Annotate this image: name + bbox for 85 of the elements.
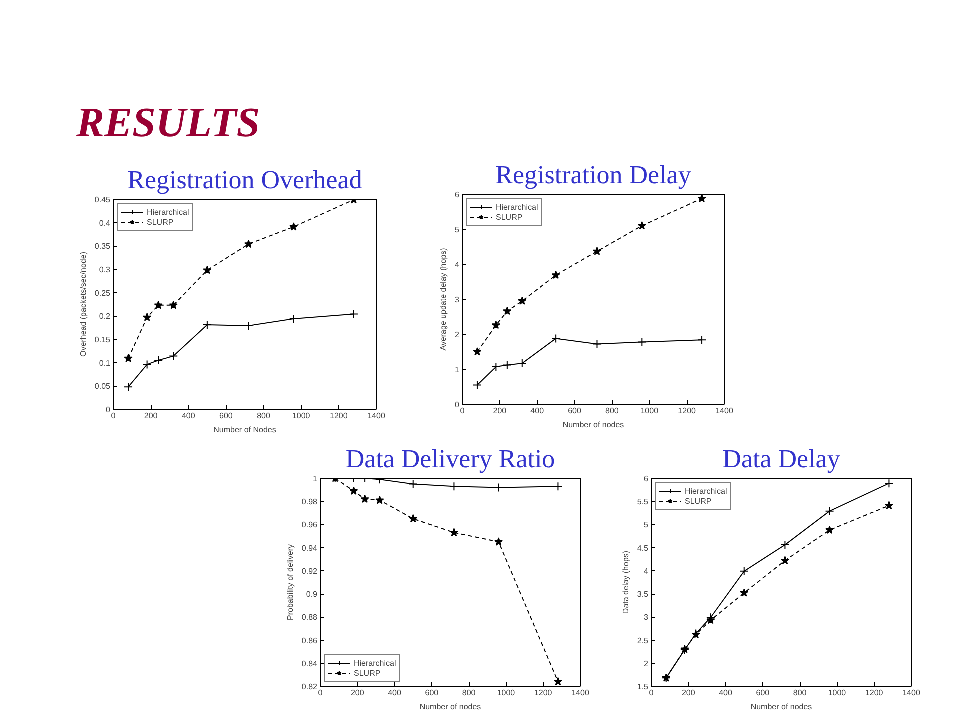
chart-title: Data Delay: [722, 444, 840, 474]
y-tick-label: 6: [455, 190, 460, 200]
legend-label: SLURP: [685, 496, 712, 506]
x-tick-label: 1400: [902, 688, 921, 698]
x-tick-label: 1200: [534, 688, 553, 698]
x-tick-label: 1200: [678, 406, 697, 416]
legend-label: SLURP: [147, 217, 174, 227]
y-tick-label: 0.4: [99, 218, 112, 228]
legend-label: SLURP: [496, 212, 523, 222]
y-tick-label: 0.35: [94, 242, 112, 252]
y-tick-label: 6: [644, 474, 650, 484]
y-tick-label: 3.5: [637, 590, 650, 600]
y-tick-label: 5: [455, 226, 460, 234]
y-tick-label: 0.92: [302, 566, 318, 576]
y-tick-label: 0.15: [94, 336, 112, 344]
x-tick-label: 600: [220, 412, 234, 420]
chart-title: Data Delivery Ratio: [346, 444, 556, 474]
x-tick-label: 200: [493, 406, 508, 416]
y-tick-label: 0.82: [302, 682, 318, 692]
y-tick-label: 0.3: [99, 266, 112, 274]
y-tick-label: 0.98: [302, 498, 318, 507]
legend-label: Hierarchical: [685, 486, 728, 496]
y-tick-label: 0.96: [302, 520, 318, 530]
legend-label: Hierarchical: [354, 658, 396, 668]
y-tick-label: 0: [455, 400, 460, 410]
y-axis-title: Average update delay (hops): [439, 248, 448, 351]
x-tick-label: 1000: [828, 688, 847, 698]
x-tick-label: 400: [182, 412, 196, 420]
x-tick-label: 800: [257, 412, 272, 420]
x-tick-label: 200: [144, 412, 158, 420]
x-tick-label: 400: [719, 688, 734, 698]
y-tick-label: 0.05: [94, 382, 112, 392]
y-tick-label: 0.84: [302, 659, 318, 668]
y-tick-label: 0.9: [306, 590, 318, 600]
x-tick-label: 1400: [716, 406, 734, 416]
y-axis-title: Overhead (packets/sec/node): [78, 252, 88, 357]
x-tick-label: 800: [793, 688, 808, 698]
y-tick-label: 5.5: [637, 498, 650, 507]
text: RESULTS: [76, 100, 260, 146]
y-tick-label: 0.45: [94, 196, 112, 204]
x-tick-label: 1000: [497, 688, 516, 698]
y-tick-label: 1: [313, 474, 318, 484]
x-axis-title: Number of nodes: [420, 702, 482, 712]
x-tick-label: 1200: [865, 688, 884, 698]
y-tick-label: 3: [455, 296, 460, 304]
legend-label: Hierarchical: [496, 202, 538, 212]
x-tick-label: 600: [568, 406, 582, 416]
legend-label: SLURP: [354, 668, 381, 678]
x-axis-title: Number of Nodes: [214, 426, 276, 434]
y-tick-label: 0.2: [99, 312, 112, 322]
y-tick-label: 5: [644, 520, 650, 530]
y-tick-label: 0.94: [302, 544, 318, 553]
x-axis-title: Number of nodes: [750, 702, 812, 712]
y-tick-label: 4: [455, 260, 460, 270]
y-tick-label: 0.88: [302, 613, 318, 622]
x-tick-label: 600: [425, 688, 440, 698]
y-tick-label: 2.5: [637, 636, 650, 646]
y-axis-title: Data delay (hops): [621, 550, 630, 614]
y-tick-label: 0.1: [99, 358, 112, 368]
x-tick-label: 1400: [368, 412, 386, 420]
y-tick-label: 0.25: [94, 288, 112, 298]
legend-label: Hierarchical: [147, 207, 190, 217]
x-tick-label: 1200: [330, 412, 348, 420]
x-tick-label: 1000: [292, 412, 311, 420]
x-tick-label: 200: [682, 688, 696, 698]
y-tick-label: 0.86: [302, 636, 318, 646]
y-tick-label: 4: [644, 566, 650, 576]
x-tick-label: 200: [350, 688, 365, 698]
y-tick-label: 2: [644, 659, 650, 668]
chart-title: Registration Overhead: [128, 166, 362, 194]
y-tick-label: 2: [455, 330, 460, 340]
x-tick-label: 800: [462, 688, 476, 698]
x-tick-label: 1400: [572, 688, 590, 698]
y-tick-label: 3: [644, 613, 650, 622]
chart-title: Registration Delay: [496, 160, 692, 190]
x-tick-label: 800: [606, 406, 620, 416]
x-axis-title: Number of nodes: [562, 420, 624, 430]
x-tick-label: 600: [756, 688, 770, 698]
y-tick-label: 1: [455, 366, 460, 374]
x-tick-label: 1000: [640, 406, 660, 416]
y-tick-label: 1.5: [637, 682, 650, 692]
x-tick-label: 400: [530, 406, 545, 416]
y-axis-title: Probability of delivery: [286, 544, 295, 621]
y-tick-label: 4.5: [637, 544, 650, 553]
x-tick-label: 400: [388, 688, 402, 698]
